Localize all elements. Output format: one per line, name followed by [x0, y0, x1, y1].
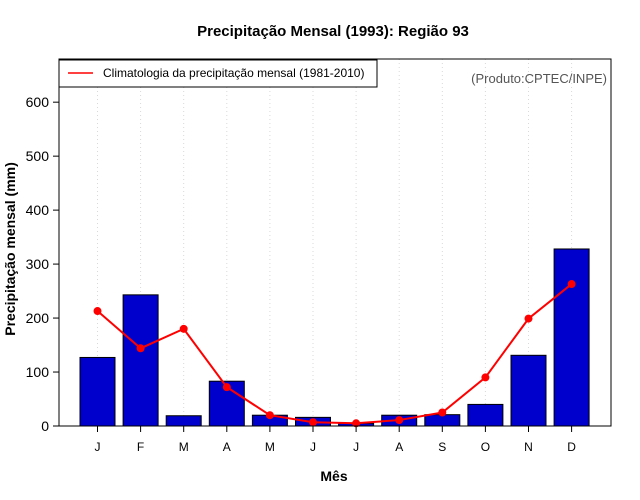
- climatology-point-11: [567, 280, 576, 289]
- legend-label: Climatologia da precipitação mensal (198…: [103, 66, 364, 80]
- x-tick-label: F: [137, 440, 144, 454]
- chart-title: Precipitação Mensal (1993): Região 93: [197, 23, 469, 40]
- y-axis-label: Precipitação mensal (mm): [2, 162, 18, 336]
- legend: Climatologia da precipitação mensal (198…: [58, 59, 378, 88]
- credit-text: (Produto:CPTEC/INPE): [471, 71, 607, 86]
- bar-0: [79, 356, 116, 427]
- x-tick-label: A: [223, 440, 231, 454]
- grid-lines: [97, 59, 573, 426]
- climatology-point-7: [395, 416, 404, 425]
- x-tick-label: J: [353, 440, 359, 454]
- x-tick-label: M: [265, 440, 275, 454]
- y-axis: 0 100 200 300 400 500 600: [26, 94, 59, 434]
- bar-1: [122, 294, 159, 427]
- y-tick-label: 100: [26, 364, 50, 380]
- x-tick-label: O: [481, 440, 490, 454]
- climatology-point-5: [309, 418, 317, 427]
- x-tick-label: S: [438, 440, 446, 454]
- climatology-point-9: [481, 373, 490, 382]
- climatology-point-8: [438, 408, 447, 417]
- y-tick-label: 500: [26, 148, 50, 164]
- y-tick-label: 0: [41, 418, 49, 434]
- bar-2: [165, 415, 202, 427]
- bar-11: [553, 248, 590, 427]
- legend-box: [58, 59, 378, 88]
- y-tick-label: 200: [26, 310, 50, 326]
- climatology-point-1: [136, 344, 145, 353]
- climatology-point-3: [222, 383, 231, 392]
- y-tick-label: 600: [26, 94, 50, 110]
- x-tick-label: D: [567, 440, 576, 454]
- x-tick-label: M: [179, 440, 189, 454]
- x-tick-label: A: [395, 440, 403, 454]
- y-tick-label: 300: [26, 256, 50, 272]
- x-tick-label: J: [95, 440, 101, 454]
- plot-frame: [58, 58, 612, 427]
- y-tick-label: 400: [26, 202, 50, 218]
- climatology-point-2: [179, 324, 188, 333]
- climatology-point-0: [93, 307, 102, 316]
- climatology-point-6: [352, 419, 361, 428]
- bar-9: [467, 403, 504, 427]
- climatology-series: [93, 280, 576, 428]
- climatology-point-4: [265, 411, 274, 420]
- climatology-point-10: [524, 314, 533, 323]
- x-axis-label: Mês: [320, 468, 347, 484]
- climatology-line: [96, 283, 573, 425]
- x-tick-label: J: [310, 440, 316, 454]
- bar-10: [510, 354, 547, 427]
- x-tick-label: N: [524, 440, 533, 454]
- bar-series: [79, 248, 590, 427]
